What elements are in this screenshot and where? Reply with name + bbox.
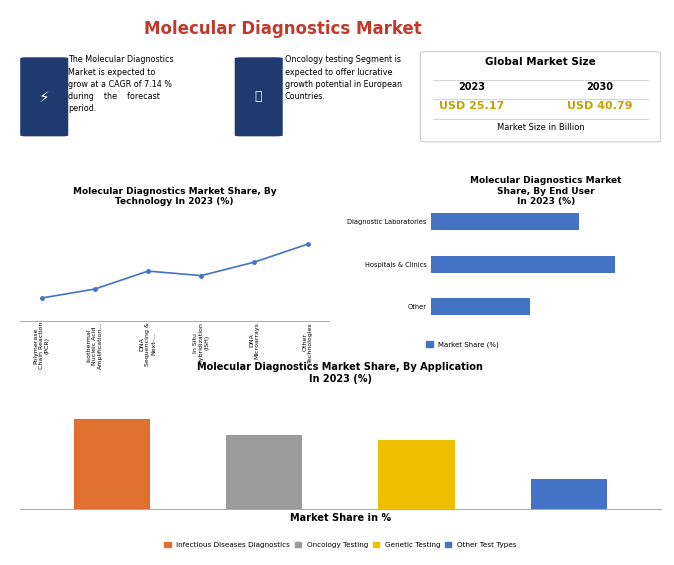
FancyBboxPatch shape	[20, 57, 68, 136]
FancyBboxPatch shape	[421, 52, 661, 142]
Bar	[431, 298, 530, 315]
Legend: Infectious Diseases Diagnostics, Oncology Testing, Genetic Testing, Other Test T: Infectious Diseases Diagnostics, Oncolog…	[161, 539, 520, 551]
Title: Molecular Diagnostics Market
Share, By End User
In 2023 (%): Molecular Diagnostics Market Share, By E…	[470, 176, 621, 206]
Bar	[531, 479, 607, 509]
Text: 2030: 2030	[586, 82, 613, 92]
FancyBboxPatch shape	[235, 57, 282, 136]
Text: USD 25.17: USD 25.17	[439, 101, 504, 111]
Text: 2023: 2023	[458, 82, 485, 92]
Text: 🔥: 🔥	[255, 90, 262, 103]
Legend: Market Share (%): Market Share (%)	[423, 338, 502, 351]
Text: Molecular Diagnostics Market: Molecular Diagnostics Market	[144, 20, 422, 38]
Text: The Molecular Diagnostics
Market is expected to
grow at a CAGR of 7.14 %
during : The Molecular Diagnostics Market is expe…	[68, 55, 174, 113]
Bar	[431, 256, 615, 273]
Bar	[73, 419, 150, 509]
Text: Oncology testing Segment is
expected to offer lucrative
growth potential in Euro: Oncology testing Segment is expected to …	[284, 55, 402, 101]
X-axis label: Market Share in %: Market Share in %	[290, 512, 391, 523]
Title: Molecular Diagnostics Market Share, By Application
In 2023 (%): Molecular Diagnostics Market Share, By A…	[197, 362, 483, 384]
Bar	[226, 435, 302, 508]
Title: Molecular Diagnostics Market Share, By
Technology In 2023 (%): Molecular Diagnostics Market Share, By T…	[73, 186, 276, 206]
Text: Global Market Size: Global Market Size	[485, 57, 596, 67]
Text: Market Size in Billion: Market Size in Billion	[497, 123, 584, 132]
Text: ⚡: ⚡	[38, 89, 49, 105]
Bar	[431, 213, 580, 231]
Bar	[379, 440, 455, 508]
Text: USD 40.79: USD 40.79	[567, 101, 632, 111]
